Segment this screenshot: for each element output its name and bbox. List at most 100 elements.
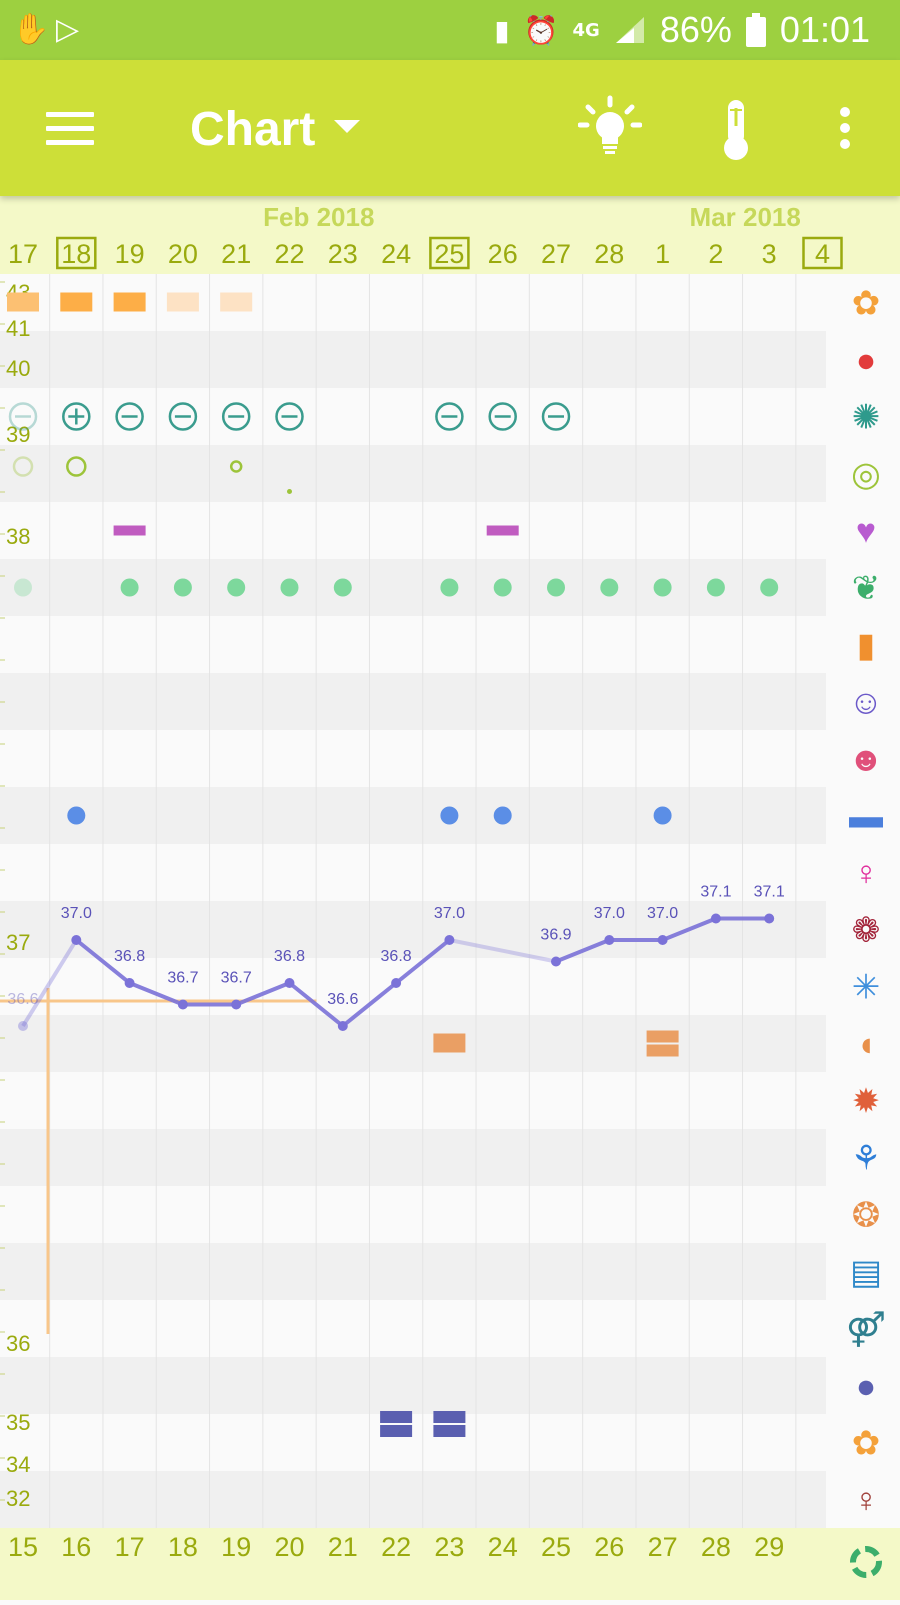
blood-drop-icon[interactable]: ● xyxy=(856,342,877,380)
cycle-day-label: 22 xyxy=(381,1532,411,1562)
y-axis-label: 38 xyxy=(6,524,30,549)
data-mark xyxy=(547,578,565,597)
splash-icon[interactable]: ✺ xyxy=(852,399,881,437)
flower-alert-icon[interactable]: ✿ xyxy=(852,1425,881,1463)
date-label[interactable]: 22 xyxy=(274,239,304,269)
temperature-point xyxy=(284,978,295,988)
flower-check-icon[interactable]: ❁ xyxy=(852,912,881,950)
data-mark xyxy=(7,292,39,312)
date-label[interactable]: 2 xyxy=(708,239,723,269)
cervix-rings-icon[interactable]: ◎ xyxy=(851,456,881,494)
date-label[interactable]: 1 xyxy=(655,239,670,269)
y-axis-label: 37 xyxy=(6,930,30,955)
balloon-icon[interactable]: ● xyxy=(856,1368,877,1406)
date-label[interactable]: 25 xyxy=(434,239,464,269)
y-axis-label: 34 xyxy=(6,1452,30,1477)
y-axis-label: 40 xyxy=(6,356,30,381)
date-label[interactable]: 26 xyxy=(488,239,518,269)
flower-icon[interactable]: ✿ xyxy=(852,285,881,323)
breast-icon[interactable]: ◖ xyxy=(856,1026,877,1064)
lightbulb-icon[interactable] xyxy=(578,94,642,158)
cycle-day-label: 17 xyxy=(115,1532,145,1562)
data-mark xyxy=(62,402,91,431)
chart-area[interactable]: Feb 2018 Mar 2018 17 18 19 20 21 22 23 24 25 26 27 28… xyxy=(0,196,900,1600)
pregnant-woman-icon[interactable]: ♀ xyxy=(853,1482,879,1520)
date-label[interactable]: 17 xyxy=(8,239,38,269)
menu-icon[interactable] xyxy=(46,112,94,146)
y-axis-label: 35 xyxy=(6,1410,30,1435)
data-mark xyxy=(14,578,32,597)
cake-icon[interactable]: ▤ xyxy=(850,1254,882,1292)
embryo-icon[interactable]: ❂ xyxy=(852,1197,881,1235)
vomit-icon[interactable]: ⚘ xyxy=(851,1140,881,1178)
temperature-label: 36.6 xyxy=(327,991,358,1008)
y-axis-label: 39 xyxy=(6,422,30,447)
data-mark xyxy=(220,292,253,312)
chevron-down-icon xyxy=(334,120,360,133)
cycle-day-band xyxy=(0,1528,900,1600)
temperature-label: 36.7 xyxy=(167,970,198,987)
signal-icon xyxy=(615,17,644,43)
couple-icon[interactable]: ⚤ xyxy=(846,1311,886,1349)
data-mark xyxy=(120,578,139,597)
date-label[interactable]: 4 xyxy=(815,239,830,269)
temperature-segment xyxy=(75,938,131,985)
temperature-label: 36.8 xyxy=(114,948,145,965)
data-mark xyxy=(275,402,304,431)
data-mark xyxy=(653,806,672,825)
data-mark xyxy=(115,402,144,431)
date-label[interactable]: 27 xyxy=(541,239,571,269)
cycle-ring-icon xyxy=(850,1546,882,1578)
data-mark xyxy=(8,402,38,431)
note-icon[interactable]: ▬ xyxy=(849,798,883,836)
data-mark xyxy=(541,402,571,431)
cycle-day-label: 21 xyxy=(328,1532,358,1562)
date-label[interactable]: 18 xyxy=(61,239,91,269)
date-label[interactable]: 21 xyxy=(221,239,251,269)
temperature-label: 37.1 xyxy=(754,884,785,901)
thermometer-icon[interactable] xyxy=(714,98,758,162)
row-band xyxy=(0,673,826,730)
temperature-label: 36.6 xyxy=(7,991,38,1008)
date-label[interactable]: 23 xyxy=(328,239,358,269)
date-label[interactable]: 3 xyxy=(762,239,777,269)
alarm-icon: ⏰ xyxy=(523,13,559,47)
row-band xyxy=(0,1357,826,1414)
leaves-icon[interactable]: ❦ xyxy=(852,570,881,608)
temperature-segment xyxy=(394,938,451,985)
data-mark xyxy=(12,456,34,477)
date-label[interactable]: 20 xyxy=(168,239,198,269)
temperature-label: 37.0 xyxy=(434,905,465,922)
date-header-band xyxy=(0,196,900,274)
data-mark xyxy=(113,525,146,536)
sparkle-icon[interactable]: ✳ xyxy=(852,969,881,1007)
date-label[interactable]: 28 xyxy=(594,239,624,269)
temperature-segment xyxy=(21,938,78,1028)
data-mark xyxy=(229,460,243,473)
temperature-point xyxy=(231,999,242,1010)
temperature-label: 36.8 xyxy=(381,948,412,965)
temperature-point xyxy=(551,956,561,967)
network-type: 4G xyxy=(572,19,600,41)
data-mark xyxy=(653,578,672,597)
temperature-point xyxy=(18,1021,28,1031)
sweat-drop-icon[interactable]: ✹ xyxy=(852,1083,881,1121)
y-axis-label: 41 xyxy=(6,316,30,341)
battery-icon xyxy=(745,13,766,47)
smiley-icon[interactable]: ☺ xyxy=(849,684,884,722)
month-label: Feb 2018 xyxy=(263,202,374,232)
temperature-point xyxy=(337,1021,348,1031)
cycle-day-label: 19 xyxy=(221,1532,251,1562)
date-label[interactable]: 24 xyxy=(381,239,411,269)
cycle-day-label: 18 xyxy=(168,1532,198,1562)
date-label[interactable]: 19 xyxy=(115,239,145,269)
data-mark xyxy=(435,402,464,431)
today-box xyxy=(429,236,470,270)
pill-bottle-icon[interactable]: ▮ xyxy=(857,627,876,665)
pregnancy-check-icon[interactable]: ♀ xyxy=(853,855,879,893)
data-mark xyxy=(493,578,512,597)
more-vert-icon[interactable] xyxy=(830,106,860,150)
head-pain-icon[interactable]: ☻ xyxy=(848,741,884,779)
heart-icon[interactable]: ♥ xyxy=(856,513,876,551)
